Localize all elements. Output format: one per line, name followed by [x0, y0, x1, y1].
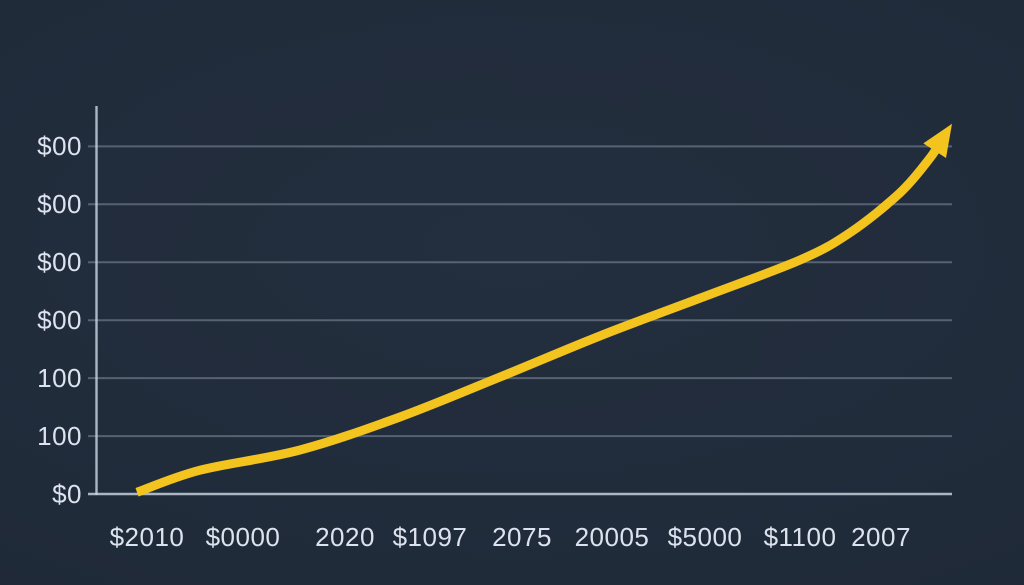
- y-tick-label: $00: [37, 189, 82, 220]
- x-tick-label: $1097: [392, 522, 468, 552]
- x-tick-label: $1100: [763, 522, 837, 552]
- y-tick-label: $0: [52, 479, 82, 509]
- x-tick-label: 2075: [492, 522, 552, 552]
- y-tick-label: 100: [37, 421, 82, 452]
- x-tick-label: $5000: [667, 522, 743, 552]
- x-tick-label: $0000: [205, 522, 281, 552]
- y-tick-label: 100: [37, 363, 82, 394]
- y-tick-label: $00: [37, 305, 82, 336]
- trend-arrow-head-icon: [923, 123, 952, 158]
- gridlines-group: [88, 145, 952, 438]
- x-tick-label: $2010: [109, 522, 185, 552]
- y-tick-label: $00: [37, 247, 82, 278]
- x-tick-label: 2007: [851, 522, 911, 552]
- trend-line: [135, 136, 947, 497]
- y-tick-label: $00: [37, 131, 82, 162]
- x-tick-label: 2020: [315, 522, 375, 552]
- x-tick-label: 20005: [574, 522, 650, 552]
